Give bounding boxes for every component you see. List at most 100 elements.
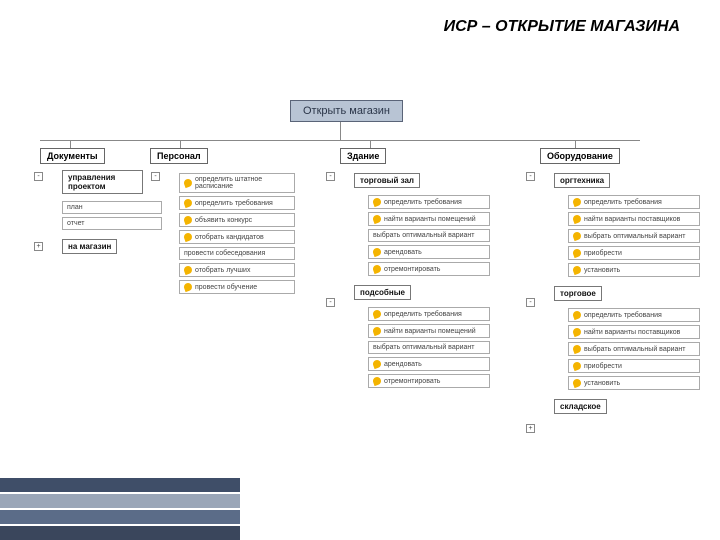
leaf: установить: [568, 263, 700, 277]
expand-icon[interactable]: -: [526, 298, 535, 307]
leaf-label: найти варианты поставщиков: [584, 216, 680, 223]
leaf-label: отобрать лучших: [195, 267, 250, 274]
leaf-label: план: [67, 204, 83, 211]
subhead-project-mgmt: управления проектом: [62, 170, 143, 194]
leaf-label: определить требования: [584, 312, 662, 319]
leaf-label: приобрести: [584, 250, 622, 257]
check-icon: [372, 359, 382, 369]
expand-icon[interactable]: +: [34, 242, 43, 251]
leaf-label: найти варианты поставщиков: [584, 329, 680, 336]
leaf-label: выбрать оптимальный вариант: [373, 232, 474, 239]
col-personnel: - определить штатное расписание определи…: [165, 170, 295, 300]
leaf: определить требования: [368, 307, 490, 321]
leaf-label: объявить конкурс: [195, 217, 252, 224]
branch-drop-4: [575, 140, 576, 148]
leaf-label: установить: [584, 380, 620, 387]
leaf-label: определить требования: [195, 200, 273, 207]
check-icon: [372, 214, 382, 224]
check-icon: [372, 376, 382, 386]
leaf-label: арендовать: [384, 361, 422, 368]
leaf: выбрать оптимальный вариант: [368, 229, 490, 242]
expand-icon[interactable]: +: [526, 424, 535, 433]
branch-drop-3: [370, 140, 371, 148]
decorative-bands: [0, 440, 240, 540]
leaf-label: выбрать оптимальный вариант: [373, 344, 474, 351]
check-icon: [183, 282, 193, 292]
leaf: выбрать оптимальный вариант: [368, 341, 490, 354]
check-icon: [372, 264, 382, 274]
branch-building: Здание: [340, 148, 386, 164]
branch-documents: Документы: [40, 148, 105, 164]
leaf-label: отремонтировать: [384, 266, 440, 273]
leaf: приобрести: [568, 359, 700, 373]
branch-personnel: Персонал: [150, 148, 208, 164]
check-icon: [183, 232, 193, 242]
leaf-label: установить: [584, 267, 620, 274]
subhead-store-docs: на магазин: [62, 239, 117, 254]
branch-equipment: Оборудование: [540, 148, 620, 164]
branch-drop-2: [180, 140, 181, 148]
check-icon: [183, 265, 193, 275]
check-icon: [572, 310, 582, 320]
leaf-label: определить требования: [384, 199, 462, 206]
leaf: приобрести: [568, 246, 700, 260]
leaf-label: отчет: [67, 220, 84, 227]
expand-icon[interactable]: -: [526, 172, 535, 181]
leaf-label: провести собеседования: [184, 250, 265, 257]
check-icon: [572, 231, 582, 241]
subhead-trade-eq: торговое: [554, 286, 602, 301]
leaf: выбрать оптимальный вариант: [568, 229, 700, 243]
leaf-label: провести обучение: [195, 284, 257, 291]
leaf: определить требования: [368, 195, 490, 209]
page-title: ИСР – ОТКРЫТИЕ МАГАЗИНА: [444, 18, 680, 36]
leaf-label: выбрать оптимальный вариант: [584, 233, 685, 240]
leaf: найти варианты помещений: [368, 212, 490, 226]
leaf: арендовать: [368, 357, 490, 371]
leaf-plan: план: [62, 201, 162, 214]
leaf: определить требования: [568, 195, 700, 209]
check-icon: [572, 197, 582, 207]
expand-icon[interactable]: -: [151, 172, 160, 181]
leaf-label: определить требования: [384, 311, 462, 318]
leaf-label: найти варианты помещений: [384, 328, 476, 335]
leaf-label: приобрести: [584, 363, 622, 370]
leaf-label: определить штатное расписание: [195, 176, 290, 190]
leaf-label: арендовать: [384, 249, 422, 256]
subhead-warehouse-eq: складское: [554, 399, 607, 414]
check-icon: [572, 327, 582, 337]
leaf-label: определить требования: [584, 199, 662, 206]
col-building: - торговый зал определить требования най…: [340, 170, 490, 394]
leaf: выбрать оптимальный вариант: [568, 342, 700, 356]
leaf-label: отремонтировать: [384, 378, 440, 385]
expand-icon[interactable]: -: [326, 172, 335, 181]
leaf: установить: [568, 376, 700, 390]
expand-icon[interactable]: -: [34, 172, 43, 181]
subhead-utility: подсобные: [354, 285, 411, 300]
leaf-interview: провести собеседования: [179, 247, 295, 260]
leaf-candidates: отобрать кандидатов: [179, 230, 295, 244]
subhead-office-eq: оргтехника: [554, 173, 610, 188]
subhead-sales-floor: торговый зал: [354, 173, 420, 188]
check-icon: [183, 198, 193, 208]
check-icon: [183, 178, 193, 188]
branch-drop-1: [70, 140, 71, 148]
leaf: отремонтировать: [368, 374, 490, 388]
check-icon: [372, 309, 382, 319]
root-connector: [340, 122, 341, 140]
leaf-report: отчет: [62, 217, 162, 230]
col-equipment: - оргтехника определить требования найти…: [540, 170, 700, 424]
leaf: найти варианты поставщиков: [568, 325, 700, 339]
check-icon: [572, 265, 582, 275]
root-node: Открыть магазин: [290, 100, 403, 122]
expand-icon[interactable]: -: [326, 298, 335, 307]
leaf-label: выбрать оптимальный вариант: [584, 346, 685, 353]
leaf-train: провести обучение: [179, 280, 295, 294]
leaf: найти варианты поставщиков: [568, 212, 700, 226]
leaf-select: отобрать лучших: [179, 263, 295, 277]
leaf-staffing: определить штатное расписание: [179, 173, 295, 193]
check-icon: [183, 215, 193, 225]
col-documents: - управления проектом план отчет + на ма…: [48, 170, 143, 264]
check-icon: [572, 361, 582, 371]
h-connector: [40, 140, 640, 141]
leaf: отремонтировать: [368, 262, 490, 276]
